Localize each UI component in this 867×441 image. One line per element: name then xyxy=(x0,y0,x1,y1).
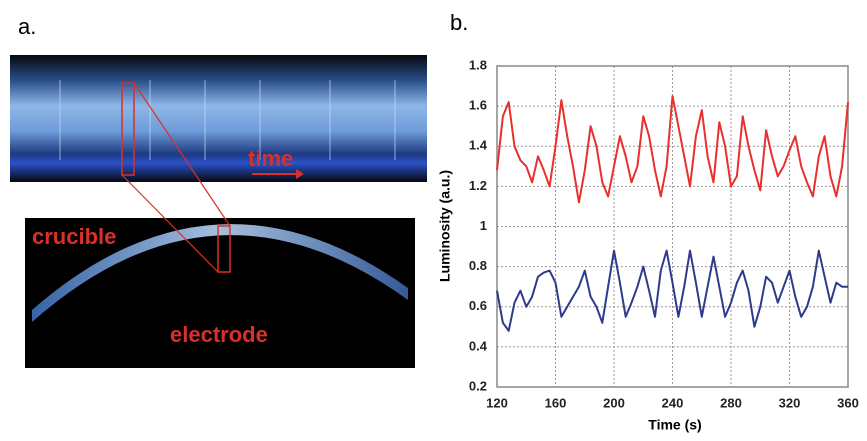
x-tick-label: 160 xyxy=(545,395,567,410)
time-strip-image xyxy=(10,55,427,182)
x-tick-label: 360 xyxy=(837,395,859,410)
y-axis-title: Luminosity (a.u.) xyxy=(437,170,453,282)
zoom-box xyxy=(217,225,231,273)
x-tick-label: 120 xyxy=(486,395,508,410)
time-arrow-head xyxy=(296,169,304,179)
y-tick-label: 1.8 xyxy=(469,57,487,72)
annotation: electrode xyxy=(170,322,268,347)
y-tick-label: 1.6 xyxy=(469,98,487,113)
discharge-arc xyxy=(32,224,408,322)
y-tick-label: 1.4 xyxy=(469,138,488,153)
data-line xyxy=(496,249,848,332)
panel-label: a. xyxy=(18,14,36,39)
annotation: time xyxy=(248,146,293,171)
zoom-line xyxy=(133,82,231,227)
y-tick-label: 1 xyxy=(480,218,487,233)
plot-frame xyxy=(496,65,849,388)
x-axis-title: Time (s) xyxy=(648,417,701,433)
y-tick-label: 0.4 xyxy=(469,338,488,353)
y-tick-label: 0.6 xyxy=(469,298,487,313)
data-line xyxy=(496,95,849,204)
y-tick-label: 0.2 xyxy=(469,378,487,393)
y-tick-label: 1.2 xyxy=(469,178,487,193)
electrode-image xyxy=(25,218,415,368)
zoom-box xyxy=(121,82,135,176)
x-tick-label: 240 xyxy=(662,395,684,410)
x-tick-label: 320 xyxy=(779,395,801,410)
x-tick-label: 280 xyxy=(720,395,742,410)
x-tick-label: 200 xyxy=(603,395,625,410)
annotation: crucible xyxy=(32,224,116,249)
y-tick-label: 0.8 xyxy=(469,258,487,273)
panel-label: b. xyxy=(450,10,468,35)
zoom-line xyxy=(121,174,219,273)
strip-streaks xyxy=(59,80,396,160)
